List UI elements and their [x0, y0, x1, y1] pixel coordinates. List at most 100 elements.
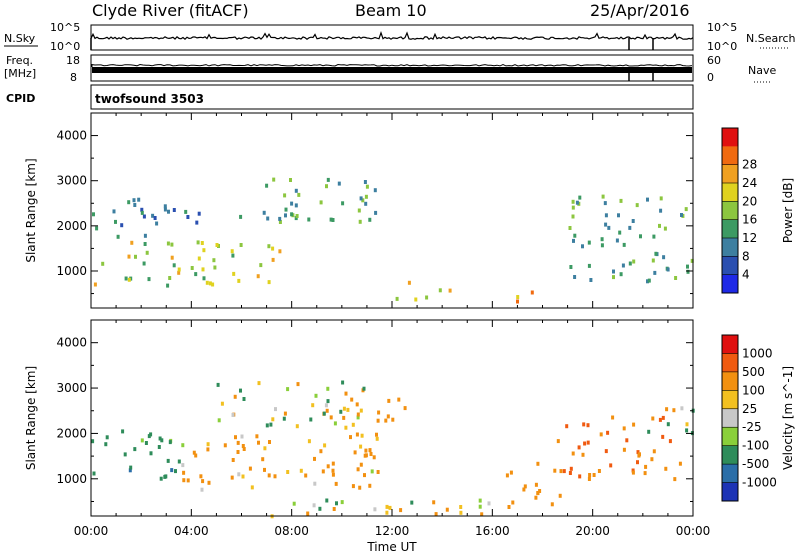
echo-cell — [284, 207, 288, 212]
echo-cell — [324, 403, 328, 408]
echo-cell — [314, 393, 318, 398]
echo-cell — [290, 201, 294, 206]
echo-cell — [262, 210, 266, 215]
echo-cell — [325, 408, 329, 413]
echo-cell — [587, 263, 591, 268]
echo-cell — [663, 226, 667, 231]
echo-cell — [344, 391, 348, 396]
x-tick-label: 00:00 — [676, 524, 711, 538]
freq-tick-bottom: 8 — [70, 71, 77, 84]
echo-cells — [92, 177, 694, 304]
echo-cell — [278, 249, 282, 254]
echo-cell — [329, 415, 333, 420]
echo-cell — [274, 407, 277, 412]
colorbar-swatch — [722, 445, 738, 465]
echo-cell — [368, 448, 372, 453]
echo-cell — [372, 455, 376, 460]
echo-cell — [116, 234, 120, 239]
echo-cell — [604, 213, 608, 218]
echo-cell — [201, 479, 205, 484]
echo-cell — [233, 394, 237, 399]
x-tick-label: 20:00 — [575, 524, 610, 538]
echo-cell — [609, 463, 613, 468]
echo-cell — [289, 178, 292, 182]
echo-cell — [200, 241, 204, 245]
echo-cell — [384, 418, 388, 423]
echo-cell — [326, 177, 330, 182]
echo-cell — [213, 265, 217, 270]
echo-cell — [364, 448, 368, 453]
echo-cell — [250, 485, 254, 490]
echo-cell — [286, 470, 290, 474]
echo-cell — [397, 397, 401, 402]
echo-cell — [207, 480, 211, 485]
echo-cell — [267, 244, 271, 249]
echo-cell — [622, 242, 626, 247]
echo-cell — [368, 217, 372, 222]
echo-cell — [177, 270, 181, 275]
echo-cell — [370, 469, 374, 474]
freq-line — [91, 63, 693, 67]
echo-cell — [597, 469, 601, 473]
colorbar-swatch — [722, 353, 738, 373]
echo-cell — [318, 506, 322, 511]
echo-cell — [163, 207, 167, 212]
echo-cell — [174, 469, 177, 474]
echo-cell — [631, 468, 635, 473]
echo-cell — [356, 415, 360, 420]
echo-cell — [575, 200, 579, 205]
echo-cell — [568, 471, 572, 475]
echo-cell — [311, 403, 315, 408]
echo-cell — [342, 415, 346, 420]
echo-cell — [121, 429, 125, 434]
echo-cell — [652, 449, 656, 454]
echo-cell — [341, 380, 345, 385]
x-tick-label: 08:00 — [274, 524, 309, 538]
echo-cell — [133, 447, 137, 452]
nave-label: Nave — [748, 64, 776, 77]
echo-cell — [208, 281, 212, 286]
echo-cell — [588, 473, 592, 477]
date-title: 25/Apr/2016 — [590, 1, 690, 20]
echo-cell — [237, 472, 241, 477]
colorbar-label: Power [dB] — [781, 178, 795, 243]
echo-cell — [516, 295, 520, 299]
echo-cell — [647, 278, 651, 283]
echo-cell — [659, 196, 663, 201]
echo-cell — [672, 408, 676, 413]
echo-cell — [177, 267, 181, 272]
echo-cell — [425, 295, 429, 300]
y-tick-label: 1000 — [56, 472, 87, 486]
nave-tick-bottom: 0 — [707, 71, 714, 84]
echo-cell — [124, 276, 128, 281]
x-tick-label: 00:00 — [74, 524, 109, 538]
echo-cell — [558, 493, 562, 498]
echo-cell — [360, 433, 364, 438]
echo-cell — [321, 469, 325, 474]
colorbar-swatch — [722, 371, 738, 391]
echo-cell — [632, 422, 636, 427]
echo-cell — [684, 207, 688, 212]
noise-tick-top: 10^5 — [50, 21, 80, 34]
echo-cell — [603, 201, 607, 206]
echo-cell — [278, 220, 282, 224]
echo-cell — [668, 439, 672, 444]
echo-cell — [364, 453, 368, 458]
echo-cell — [571, 214, 575, 219]
echo-cell — [628, 261, 632, 266]
echo-cell — [140, 438, 144, 443]
freq-trace — [91, 63, 693, 81]
echo-cell — [331, 461, 335, 466]
echo-cell — [459, 505, 463, 509]
colorbar-swatch — [722, 390, 738, 410]
echo-cell — [194, 272, 198, 277]
echo-cell — [600, 237, 604, 242]
echo-cell — [586, 440, 590, 445]
echo-cell — [239, 388, 242, 393]
echo-cell — [534, 495, 538, 500]
y-axis-label: Slant Range [km] — [24, 158, 38, 262]
echo-cell — [340, 500, 344, 505]
echo-cell — [230, 249, 234, 254]
echo-cell — [267, 280, 271, 285]
echo-cell — [127, 200, 131, 205]
